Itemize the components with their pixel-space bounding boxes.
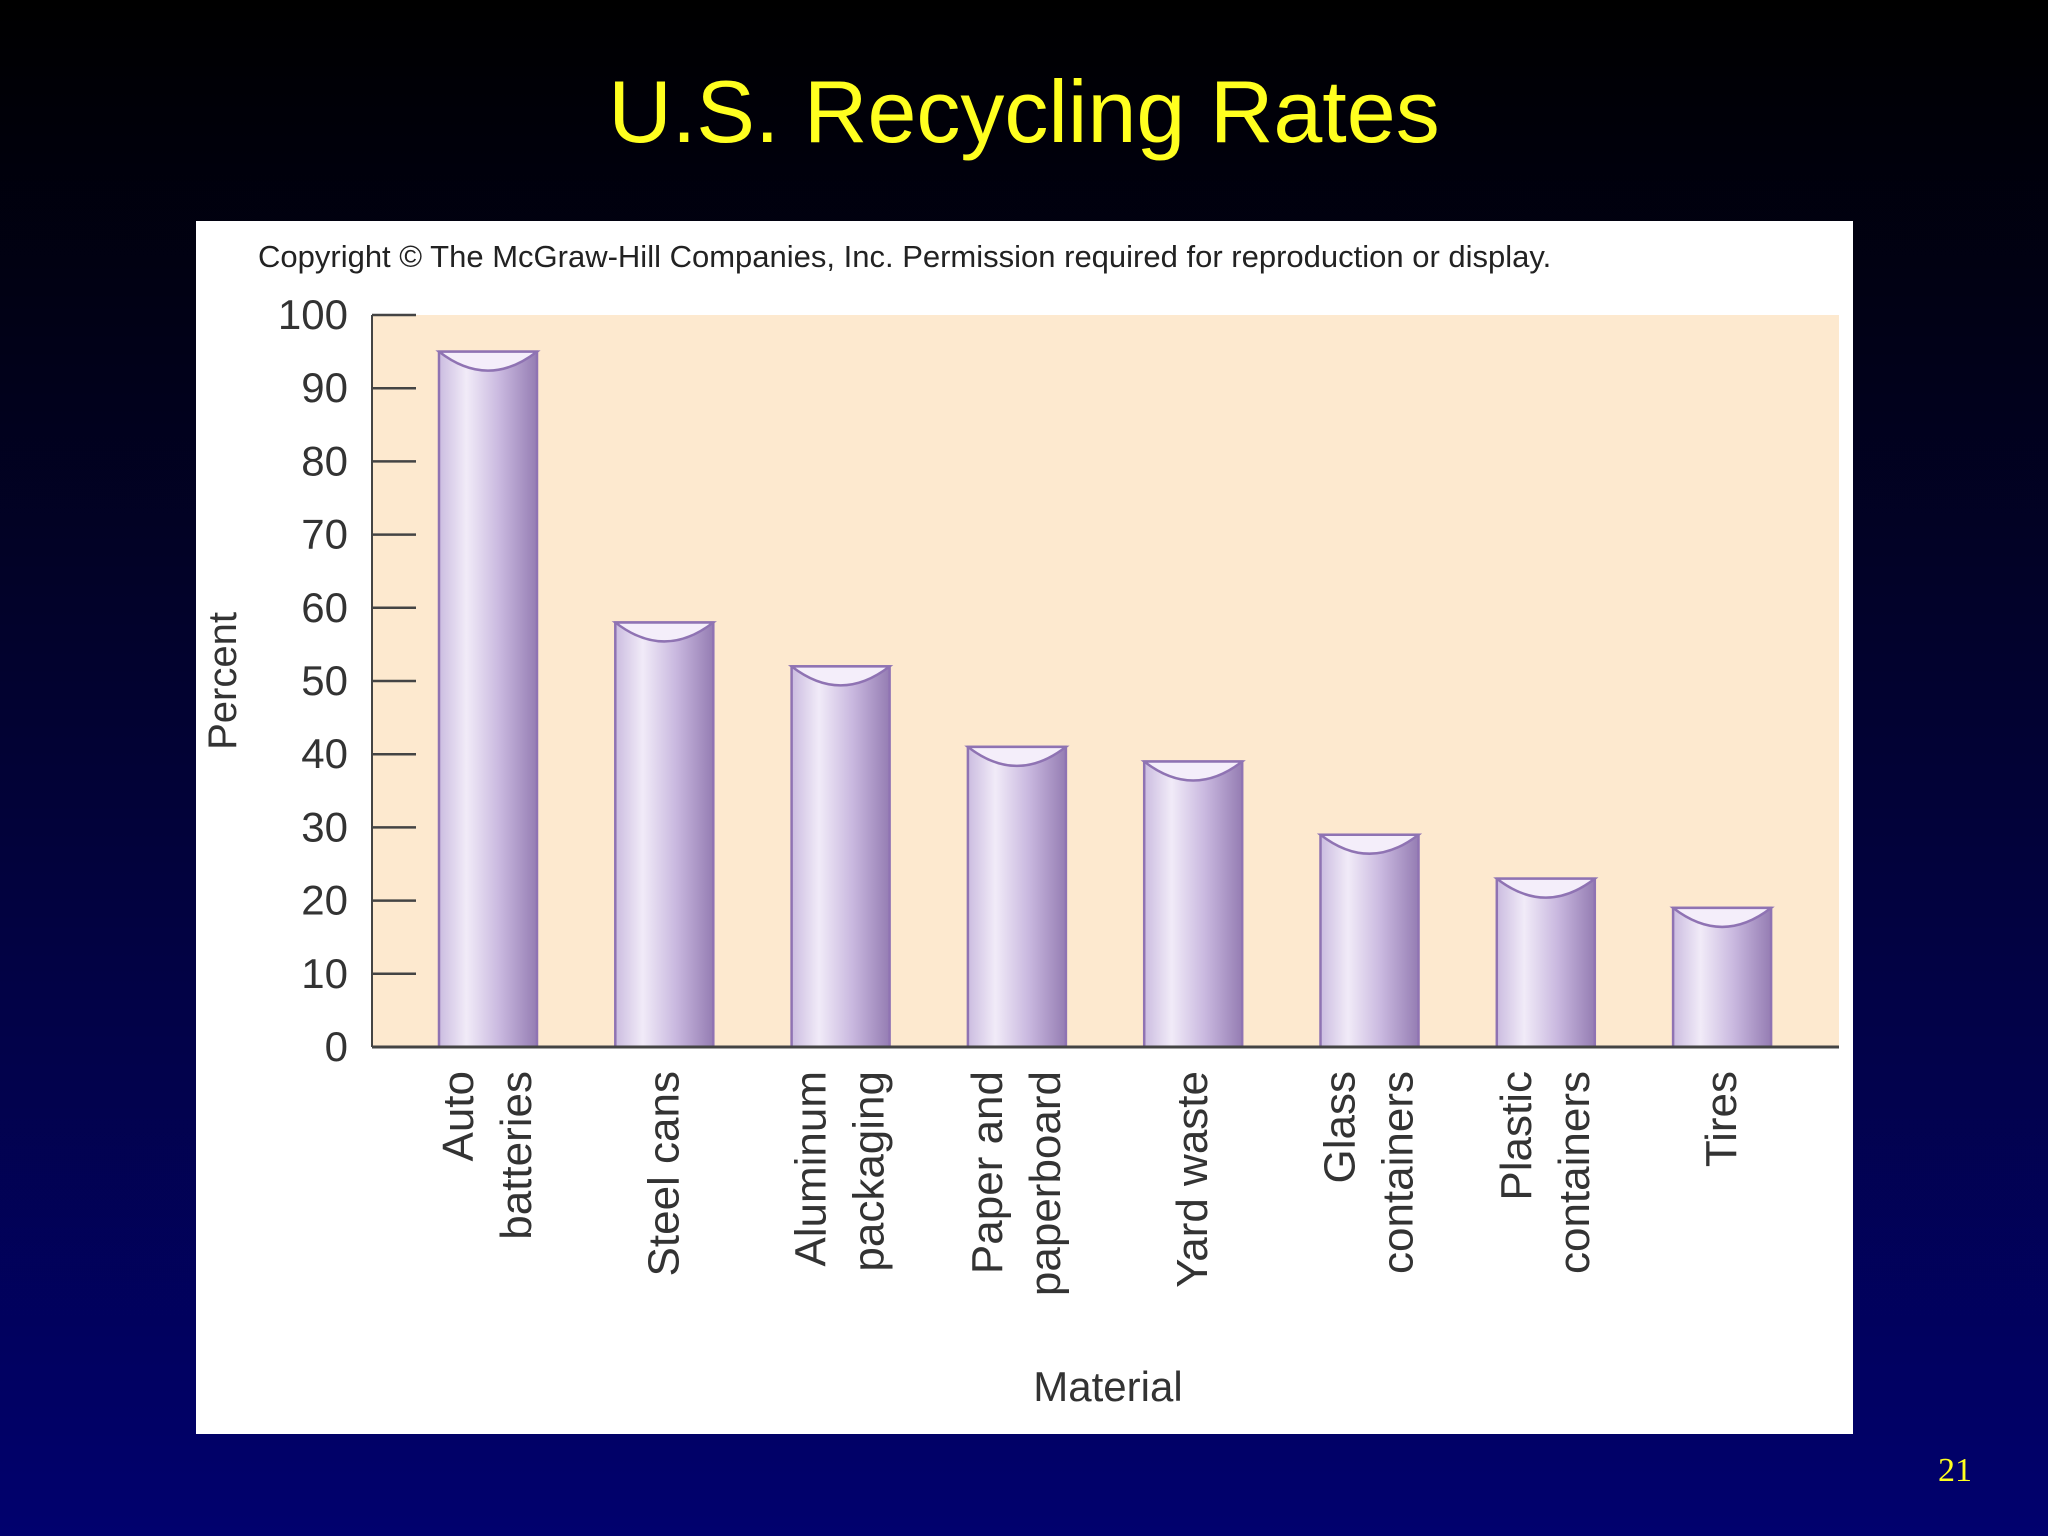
bar-body [1671,906,1773,1049]
bar-top [1669,906,1775,929]
slide-title: U.S. Recycling Rates [608,62,1440,161]
y-tick-label: 10 [301,950,348,997]
copyright-notice: Copyright © The McGraw-Hill Companies, I… [258,239,1552,274]
bar-top [435,350,541,372]
y-tick-label: 20 [301,877,348,924]
bars [435,350,1775,1049]
bar-top [964,745,1070,767]
bar-body [1319,833,1420,1049]
y-axis: 0 10 20 30 40 50 60 70 80 90 100 [278,291,1839,1070]
bar [964,745,1070,1049]
x-tick-labels: Auto batteries Steel cans Aluminum packaging… [434,1071,1746,1296]
bar-body [437,350,539,1049]
chart-figure: 0 10 20 30 40 50 60 70 80 90 100 Auto batteries Stee… [196,221,1853,1434]
bar [1316,833,1423,1049]
bar-body [1495,877,1597,1049]
x-tick-label: Steel cans [639,1071,688,1276]
x-tick-label: Paper and [963,1071,1012,1274]
bar-top [1140,760,1246,782]
y-axis-label: Percent [201,612,245,750]
x-tick-label: Tires [1697,1071,1746,1167]
y-tick-label: 60 [301,584,348,631]
y-tick-label: 40 [301,730,348,777]
x-tick-label: containers [1374,1071,1423,1274]
x-tick-label: containers [1550,1071,1599,1274]
bar [611,621,717,1049]
x-tick-label: packaging [845,1071,894,1272]
x-tick-label: Yard waste [1168,1071,1217,1288]
bar-top [611,621,717,643]
bar-top [1316,833,1423,855]
y-tick-label: 30 [301,803,348,850]
x-tick-label: paperboard [1021,1071,1070,1296]
bar-body [614,621,715,1049]
plot-area [372,315,1839,1047]
bar-chart: 0 10 20 30 40 50 60 70 80 90 100 Auto batteries Stee… [201,291,1839,1410]
x-tick-label: Auto [434,1071,483,1162]
bar-body [966,745,1068,1049]
bar [1140,760,1246,1049]
y-tick-label: 80 [301,437,348,484]
x-tick-label: batteries [492,1071,541,1240]
bar [435,350,541,1049]
y-tick-label: 90 [301,364,348,411]
bar [1669,906,1775,1049]
bar-top [787,665,894,687]
bar-body [1142,760,1244,1049]
bar [1493,877,1599,1049]
y-tick-label: 70 [301,511,348,558]
bar [787,665,894,1049]
x-axis-label: Material [1033,1363,1182,1410]
y-tick-label: 100 [278,291,348,338]
x-tick-label: Plastic [1492,1071,1541,1201]
y-tick-label: 50 [301,657,348,704]
page-number: 21 [1938,1452,1972,1489]
bar-top [1493,877,1599,899]
x-tick-label: Aluminum [787,1071,836,1267]
bar-body [790,665,891,1049]
y-tick-label: 0 [325,1023,348,1070]
x-tick-label: Glass [1316,1071,1365,1183]
